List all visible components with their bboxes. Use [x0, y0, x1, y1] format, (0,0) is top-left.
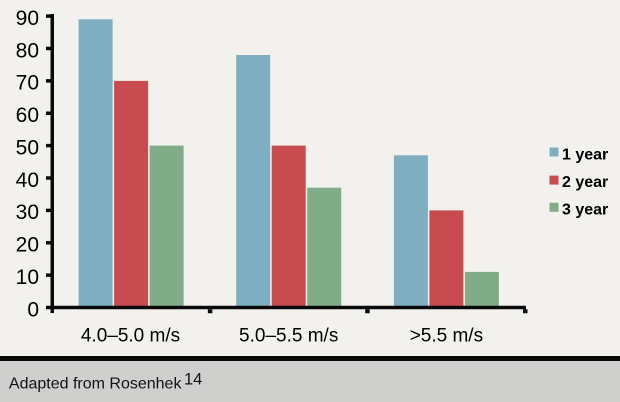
svg-text:>5.5 m/s: >5.5 m/s	[410, 326, 483, 347]
svg-text:0: 0	[27, 298, 39, 321]
svg-text:14: 14	[184, 371, 202, 389]
svg-text:30: 30	[16, 201, 39, 224]
svg-text:3 year: 3 year	[562, 201, 608, 218]
svg-text:4.0–5.0 m/s: 4.0–5.0 m/s	[81, 326, 180, 347]
svg-text:20: 20	[16, 234, 39, 257]
svg-text:40: 40	[16, 169, 39, 192]
svg-text:5.0–5.5 m/s: 5.0–5.5 m/s	[239, 326, 338, 347]
svg-text:Adapted from Rosenhek: Adapted from Rosenhek	[9, 376, 183, 393]
svg-text:90: 90	[16, 7, 39, 30]
svg-text:60: 60	[16, 104, 39, 127]
svg-text:50: 50	[16, 136, 39, 159]
svg-text:70: 70	[16, 72, 39, 95]
svg-text:2 year: 2 year	[562, 174, 608, 191]
svg-text:10: 10	[16, 266, 39, 289]
svg-text:80: 80	[16, 39, 39, 62]
svg-text:1 year: 1 year	[562, 147, 608, 164]
